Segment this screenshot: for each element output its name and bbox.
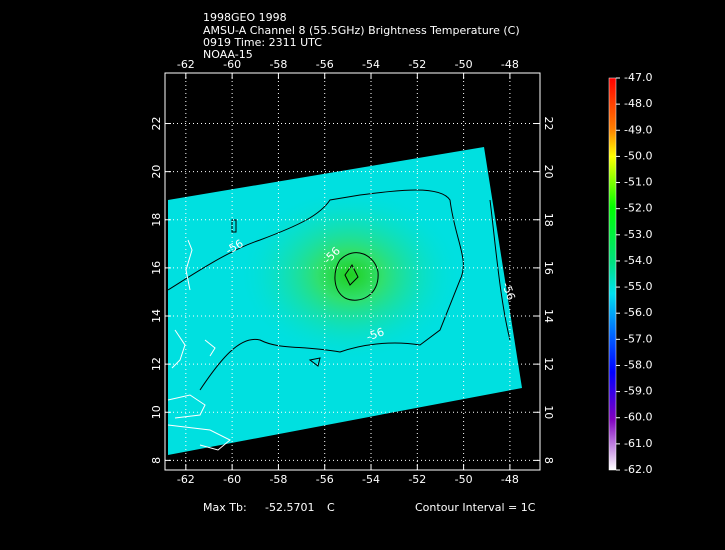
y-tick-label: 14 — [542, 309, 555, 323]
warm-core — [240, 190, 460, 360]
colorbar-label: -60.0 — [624, 411, 652, 424]
footer-label: Max Tb: — [203, 501, 247, 514]
colorbar-label: -47.0 — [624, 71, 652, 84]
contours — [167, 189, 511, 391]
y-tick-label: 16 — [542, 261, 555, 275]
colorbar-label: -51.0 — [624, 176, 652, 189]
footer-value: -52.5701 — [265, 501, 314, 514]
colorbar-label: -57.0 — [624, 332, 652, 345]
colorbar-label: -62.0 — [624, 463, 652, 476]
colorbar-label: -50.0 — [624, 149, 652, 162]
x-tick-label: -58 — [269, 473, 287, 486]
colorbar-label: -58.0 — [624, 358, 652, 371]
colorbar-label: -49.0 — [624, 123, 652, 136]
colorbar-label: -54.0 — [624, 254, 652, 267]
y-tick-label: 8 — [150, 457, 163, 464]
y-tick-label: 8 — [542, 457, 555, 464]
x-tick-label: -52 — [408, 473, 426, 486]
y-tick-label: 16 — [150, 261, 163, 275]
coastline — [167, 239, 231, 451]
x-tick-label: -62 — [177, 473, 195, 486]
y-tick-label: 12 — [542, 357, 555, 371]
y-tick-label: 18 — [542, 213, 555, 227]
header-line: 0919 Time: 2311 UTC — [203, 36, 322, 49]
x-tick-label: -54 — [362, 58, 380, 71]
x-tick-label: -56 — [316, 473, 334, 486]
y-tick-label: 20 — [150, 165, 163, 179]
y-tick-label: 22 — [150, 117, 163, 131]
y-tick-label: 18 — [150, 213, 163, 227]
x-tick-label: -50 — [455, 473, 473, 486]
header-line: AMSU-A Channel 8 (55.5GHz) Brightness Te… — [203, 24, 520, 37]
map: -56 -56 -56 -56 -62-62-60-60-58-58-56-56… — [150, 58, 555, 486]
x-tick-label: -60 — [223, 473, 241, 486]
footer-interval: Contour Interval = 1C — [415, 501, 536, 514]
x-tick-label: -58 — [269, 58, 287, 71]
x-tick-label: -48 — [501, 473, 519, 486]
colorbar-label: -52.0 — [624, 202, 652, 215]
axes: -62-62-60-60-58-58-56-56-54-54-52-52-50-… — [150, 58, 555, 486]
footer: Max Tb: -52.5701 C Contour Interval = 1C — [203, 501, 536, 514]
colorbar-label: -59.0 — [624, 385, 652, 398]
x-tick-label: -52 — [408, 58, 426, 71]
colorbar-label: -55.0 — [624, 280, 652, 293]
colorbar-label: -56.0 — [624, 306, 652, 319]
footer-unit: C — [327, 501, 335, 514]
header: 1998GEO 1998 AMSU-A Channel 8 (55.5GHz) … — [203, 11, 520, 61]
colorbar-label: -53.0 — [624, 228, 652, 241]
x-tick-label: -60 — [223, 58, 241, 71]
y-tick-label: 20 — [542, 165, 555, 179]
header-line: NOAA-15 — [203, 48, 253, 61]
y-tick-label: 22 — [542, 117, 555, 131]
x-tick-label: -56 — [316, 58, 334, 71]
y-tick-label: 12 — [150, 357, 163, 371]
y-tick-label: 14 — [150, 309, 163, 323]
colorbar-label: -48.0 — [624, 97, 652, 110]
contour-label: -56 — [365, 325, 386, 343]
x-tick-label: -54 — [362, 473, 380, 486]
contour-label: -56 — [499, 281, 517, 302]
colorbar: -47.0 -48.0 -49.0 -50.0 -51.0 -52.0 -53.0 -54.0… — [608, 71, 652, 476]
colorbar-label: -61.0 — [624, 437, 652, 450]
y-tick-label: 10 — [542, 405, 555, 419]
y-tick-label: 10 — [150, 405, 163, 419]
colorbar-ramp — [608, 77, 617, 471]
header-line: 1998GEO 1998 — [203, 11, 287, 24]
x-tick-label: -62 — [177, 58, 195, 71]
x-tick-label: -48 — [501, 58, 519, 71]
x-tick-label: -50 — [455, 58, 473, 71]
